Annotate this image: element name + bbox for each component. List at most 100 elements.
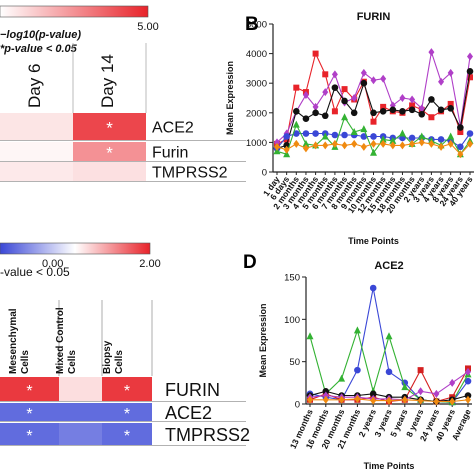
data-point [380, 139, 387, 148]
data-point [370, 396, 377, 405]
furin-line-chart: B FURIN 0 1000 2000 3000 4000 5000 Mean Express… [225, 11, 474, 246]
data-point [331, 139, 338, 148]
heatmap-c-cell [59, 423, 102, 445]
data-point [417, 367, 424, 374]
data-point [331, 70, 338, 79]
data-point [370, 118, 377, 125]
heatmap-c-column-label: Mixed Control [55, 307, 66, 374]
data-point [401, 383, 409, 391]
heatmap-c-column-label: Mesenchymal [8, 308, 19, 374]
heatmap-c: Mesenchymal Cells Mixed Control Cells Biopsy… [0, 300, 250, 446]
data-point [322, 71, 329, 78]
data-point [457, 129, 464, 136]
data-point [385, 368, 393, 376]
data-point [292, 120, 300, 128]
heatmap-a-row-label: TMPRSS2 [152, 165, 228, 182]
data-point [447, 139, 454, 148]
series-line [309, 287, 469, 403]
data-point [438, 142, 445, 151]
data-point [322, 88, 329, 97]
data-point [354, 394, 361, 403]
heatmap-a-significance-star: * [106, 119, 113, 138]
y-tick-label: 100 [284, 315, 300, 326]
data-point [437, 106, 445, 114]
data-point [464, 377, 472, 385]
heatmap-a-cell [0, 142, 73, 161]
data-point [417, 396, 424, 405]
data-point [409, 95, 416, 104]
colorbar-c-mid-label: 0.00 [42, 258, 63, 270]
heatmap-c-significance-star: * [124, 428, 130, 445]
heatmap-c-cell [0, 403, 59, 421]
legend-a-line-2: *p-value < 0.05 [0, 43, 78, 55]
heatmap-a-cell [73, 113, 146, 140]
heatmap-c-column-label: Biopsy [102, 340, 113, 374]
y-tick-label: 0 [295, 400, 300, 411]
legend-a-line-1: −log10(p-value) [0, 29, 81, 41]
data-point [322, 141, 329, 150]
data-point [389, 136, 397, 144]
data-point [306, 332, 314, 340]
data-point [379, 135, 387, 143]
data-point [360, 142, 367, 151]
data-point [293, 130, 300, 137]
data-point [321, 112, 329, 120]
data-point [331, 84, 339, 91]
heatmap-c-cell [0, 377, 59, 401]
heatmap-a-cell [73, 142, 146, 161]
data-point [418, 110, 426, 118]
data-point [353, 326, 361, 334]
heatmap-a-significance-star: * [106, 144, 113, 163]
heatmap-c-column-label-line2: Cells [20, 350, 31, 374]
heatmap-c-row-label: TMPRSS2 [165, 425, 250, 445]
data-point [338, 374, 346, 382]
y-tick-label: 150 [284, 273, 300, 284]
data-point [447, 132, 455, 140]
data-point [321, 132, 329, 140]
y-tick-label: 1000 [246, 138, 267, 149]
data-point [437, 136, 445, 143]
data-point [447, 100, 454, 107]
data-point [331, 108, 338, 115]
heatmap-a-column-label: Day 6 [25, 64, 44, 108]
heatmap-c-significance-star: * [124, 383, 130, 400]
series-line [309, 328, 469, 403]
data-point [399, 141, 406, 150]
data-point [370, 133, 377, 140]
heatmap-a: Day 6 Day 14 * ACE2 * Furin TMPRSS2 [0, 43, 246, 182]
data-point [433, 397, 440, 406]
data-point [457, 150, 464, 159]
data-point [398, 129, 406, 137]
data-point [457, 143, 464, 151]
data-point [302, 115, 310, 123]
data-point [341, 86, 348, 93]
y-tick-label: 2000 [246, 108, 267, 119]
data-point [380, 103, 387, 110]
data-point [351, 94, 358, 102]
y-axis-label: Mean Expression [258, 303, 268, 377]
data-point [467, 139, 473, 148]
data-point [322, 388, 330, 395]
data-point [274, 138, 280, 147]
colorbar-a-max-label: 5.00 [137, 21, 158, 33]
data-point [428, 48, 435, 57]
heatmap-c-cell [0, 423, 59, 445]
data-point [350, 109, 358, 117]
heatmap-a-column-label: Day 14 [98, 54, 117, 108]
data-point [312, 50, 319, 57]
legend-c-line: -value < 0.05 [0, 265, 70, 279]
colorbar-c-max-label: 2.00 [139, 258, 160, 270]
data-point [433, 389, 440, 398]
y-tick-label: 3000 [246, 79, 267, 90]
heatmap-c-column-label-line2: Cells [67, 350, 78, 374]
data-point [389, 106, 397, 114]
heatmap-c-cell [102, 403, 152, 421]
data-point [389, 141, 396, 150]
heatmap-a-cell [73, 162, 146, 181]
data-point [341, 97, 348, 105]
heatmap-c-significance-star: * [26, 428, 32, 445]
data-point [302, 91, 309, 100]
data-point [370, 148, 377, 156]
data-point [302, 130, 310, 137]
